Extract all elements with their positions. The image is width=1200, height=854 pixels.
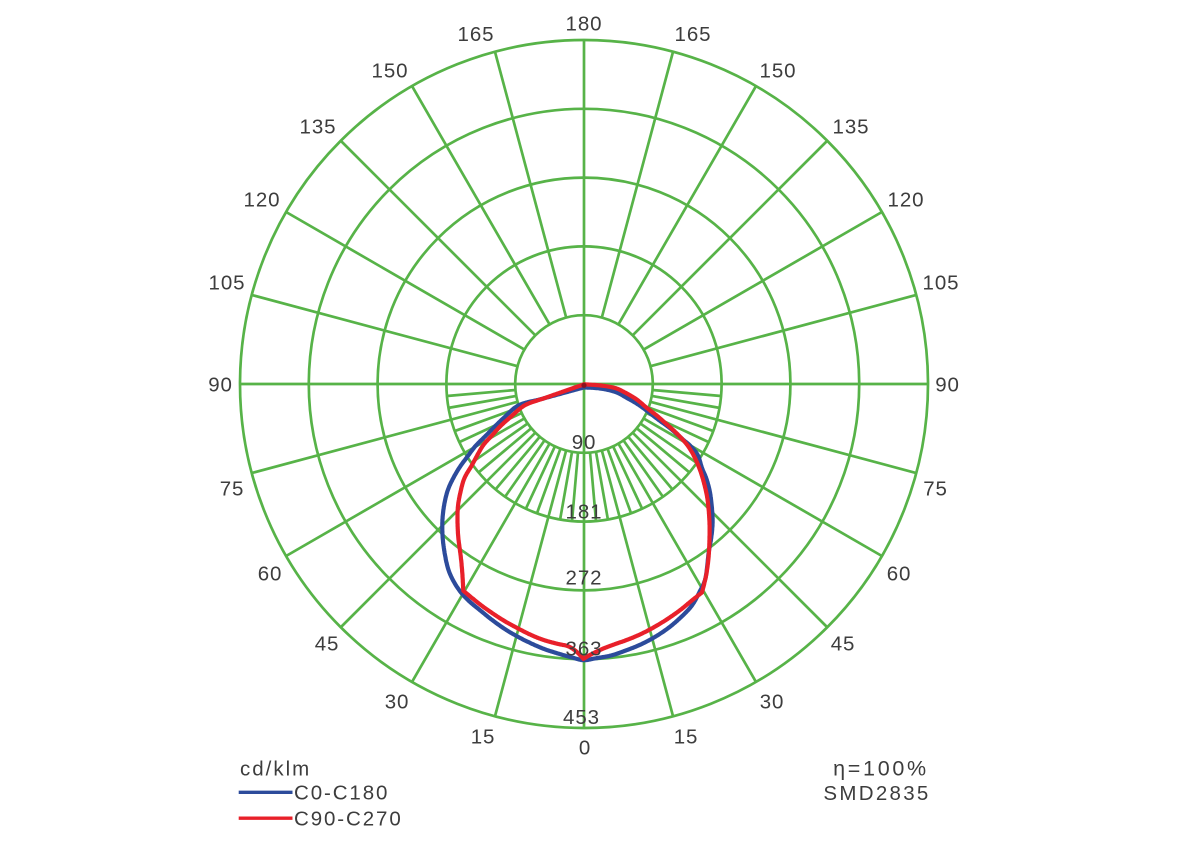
svg-text:105: 105 <box>923 271 960 294</box>
svg-text:90: 90 <box>572 431 597 454</box>
svg-text:181: 181 <box>566 500 603 523</box>
svg-text:135: 135 <box>300 115 337 138</box>
svg-text:0: 0 <box>579 736 591 759</box>
svg-text:272: 272 <box>566 567 603 590</box>
svg-text:90: 90 <box>208 373 233 396</box>
svg-text:165: 165 <box>458 23 495 46</box>
svg-text:45: 45 <box>315 632 340 655</box>
svg-text:105: 105 <box>209 271 246 294</box>
svg-text:150: 150 <box>760 59 797 82</box>
svg-text:60: 60 <box>887 562 912 585</box>
svg-text:75: 75 <box>923 477 948 500</box>
svg-text:45: 45 <box>831 632 856 655</box>
svg-text:60: 60 <box>258 562 283 585</box>
svg-text:135: 135 <box>833 115 870 138</box>
svg-text:η=100%: η=100% <box>833 757 929 781</box>
svg-text:30: 30 <box>385 690 410 713</box>
svg-text:15: 15 <box>674 725 699 748</box>
svg-text:C90-C270: C90-C270 <box>294 808 403 831</box>
svg-text:SMD2835: SMD2835 <box>823 782 930 805</box>
svg-text:120: 120 <box>888 188 925 211</box>
svg-text:90: 90 <box>935 373 960 396</box>
svg-text:120: 120 <box>244 188 281 211</box>
svg-text:cd/klm: cd/klm <box>240 757 311 780</box>
svg-text:75: 75 <box>220 477 245 500</box>
svg-text:165: 165 <box>675 23 712 46</box>
svg-text:453: 453 <box>563 706 600 729</box>
svg-text:363: 363 <box>566 637 603 660</box>
svg-text:180: 180 <box>566 12 603 35</box>
svg-text:30: 30 <box>760 690 785 713</box>
svg-text:150: 150 <box>372 59 409 82</box>
svg-text:15: 15 <box>471 725 496 748</box>
svg-text:C0-C180: C0-C180 <box>294 782 389 805</box>
